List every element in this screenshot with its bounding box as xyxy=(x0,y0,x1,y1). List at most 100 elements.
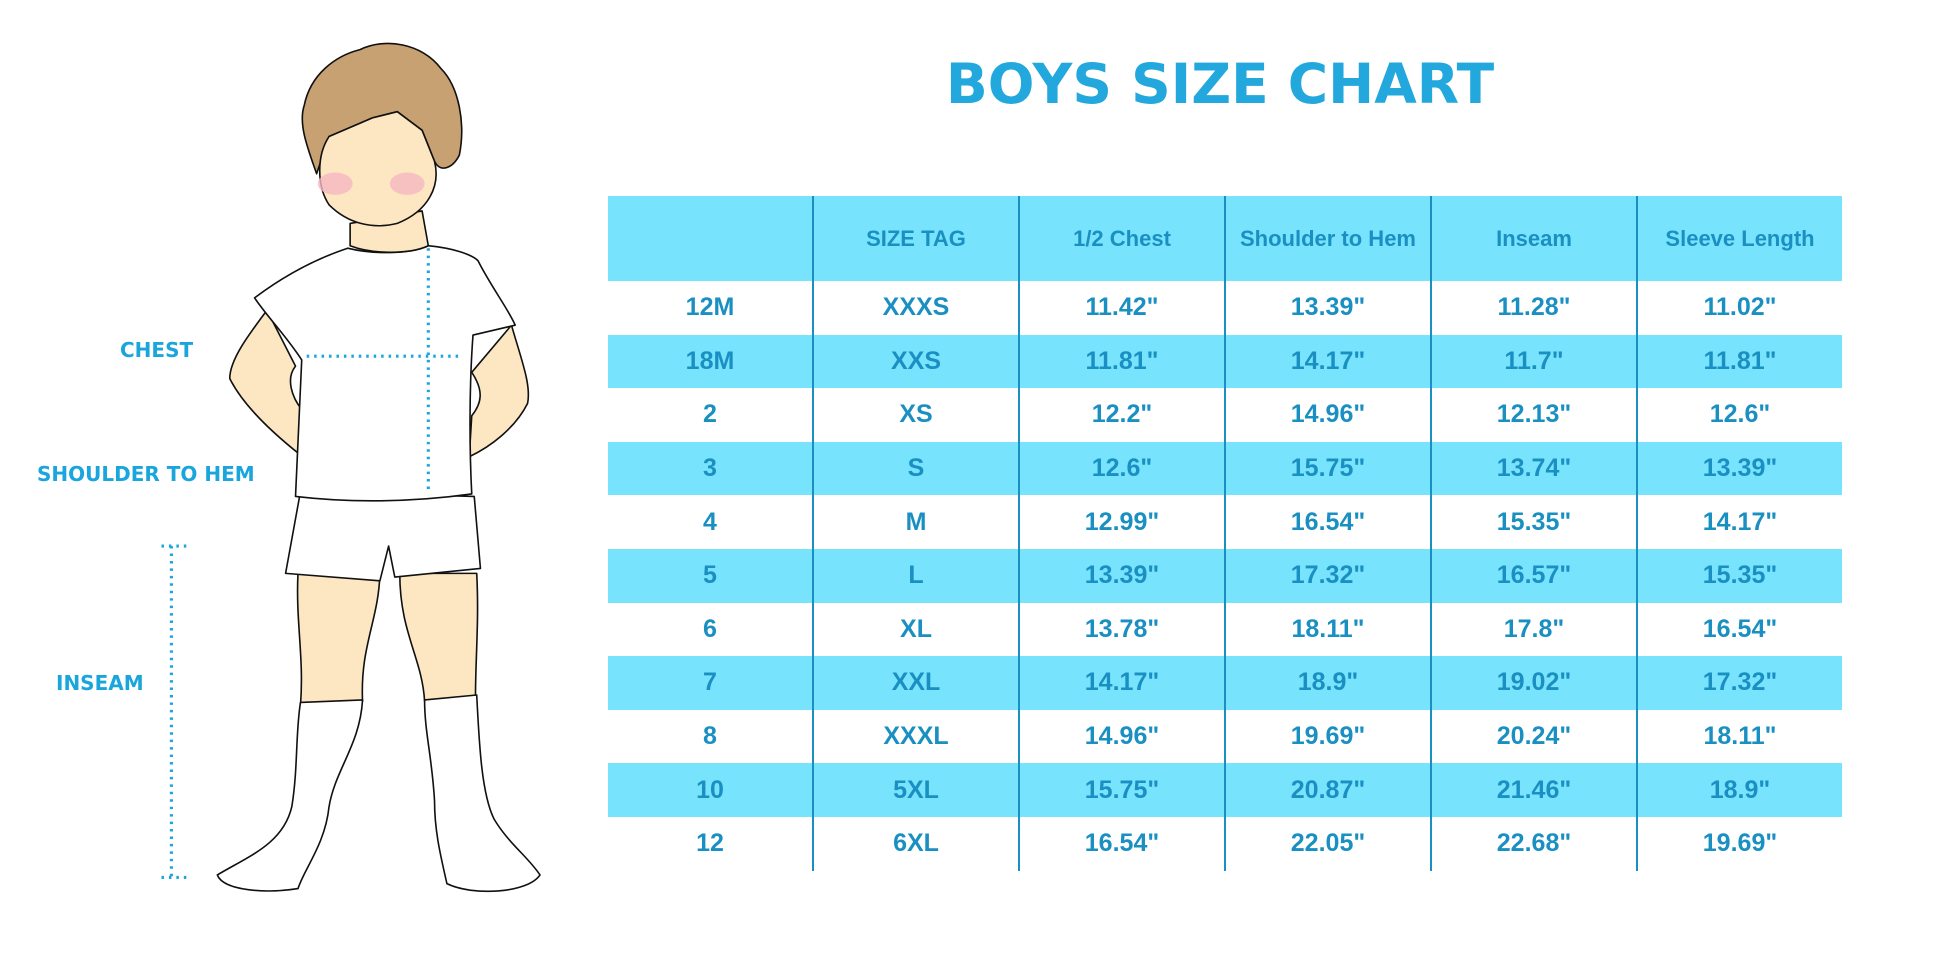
cell-shoulder-to-hem: 16.54" xyxy=(1224,495,1431,549)
table-row: 12M XXXS 11.42" 13.39" 11.28" 11.02" xyxy=(608,281,1842,335)
cell-size-tag: 6XL xyxy=(812,816,1019,871)
right-cheek xyxy=(389,172,425,195)
cell-half-chest: 12.99" xyxy=(1018,495,1225,549)
cell-sleeve-length: 11.02" xyxy=(1636,281,1842,335)
cell-size: 8 xyxy=(703,722,717,751)
cell-inseam: 20.24" xyxy=(1430,709,1637,764)
cell-size-tag: M xyxy=(812,495,1019,549)
cell-inseam: 11.7" xyxy=(1430,334,1637,389)
hair xyxy=(301,42,463,175)
cell-sleeve-length: 18.9" xyxy=(1636,763,1842,817)
cell-shoulder-to-hem: 20.87" xyxy=(1224,763,1431,817)
cell-size-tag: XXL xyxy=(812,656,1019,710)
cell-shoulder-to-hem: 15.75" xyxy=(1224,441,1431,496)
cell-half-chest: 14.17" xyxy=(1018,656,1225,710)
cell-size: 18M xyxy=(608,334,813,389)
cell-sleeve-length: 17.32" xyxy=(1636,656,1842,710)
cell-size: 2 xyxy=(703,400,717,429)
cell-shoulder-to-hem: 14.96" xyxy=(1224,388,1431,442)
table-row: 6 XL 13.78" 18.11" 17.8" 16.54" xyxy=(608,602,1842,657)
right-sock xyxy=(423,694,541,893)
cell-shoulder-to-hem: 18.9" xyxy=(1224,656,1431,710)
cell-half-chest: 11.42" xyxy=(1018,281,1225,335)
table-row: 18M XXS 11.81" 14.17" 11.7" 11.81" xyxy=(608,334,1842,389)
cell-inseam: 12.13" xyxy=(1430,388,1637,442)
cell-half-chest: 11.81" xyxy=(1018,334,1225,389)
cell-size: 12M xyxy=(685,293,735,322)
cell-half-chest: 12.6" xyxy=(1018,441,1225,496)
cell-sleeve-length: 14.17" xyxy=(1636,495,1842,549)
face xyxy=(319,110,437,227)
table-row: 12 6XL 16.54" 22.05" 22.68" 19.69" xyxy=(608,816,1842,871)
shoulder-to-hem-label: SHOULDER TO HEM xyxy=(37,462,255,486)
header-size xyxy=(608,196,813,281)
cell-half-chest: 16.54" xyxy=(1018,816,1225,871)
header-inseam: Inseam xyxy=(1430,196,1637,281)
header-shoulder-to-hem: Shoulder to Hem xyxy=(1224,196,1431,281)
right-arm xyxy=(468,324,530,458)
cell-size-tag: XS xyxy=(812,388,1019,442)
cell-inseam: 21.46" xyxy=(1430,763,1637,817)
inseam-label: INSEAM xyxy=(56,671,144,695)
cell-sleeve-length: 18.11" xyxy=(1636,709,1842,764)
header-half-chest: 1/2 Chest xyxy=(1018,196,1225,281)
cell-inseam: 17.8" xyxy=(1430,602,1637,657)
chest-label: CHEST xyxy=(120,338,194,362)
cell-size: 12 xyxy=(696,829,724,858)
table-row: 3 S 12.6" 15.75" 13.74" 13.39" xyxy=(608,441,1842,496)
header-sleeve-length: Sleeve Length xyxy=(1636,196,1842,281)
shorts xyxy=(284,490,482,582)
shirt xyxy=(253,244,516,502)
cell-shoulder-to-hem: 22.05" xyxy=(1224,816,1431,871)
table-header-row: SIZE TAG 1/2 Chest Shoulder to Hem Insea… xyxy=(608,196,1842,281)
cell-inseam: 13.74" xyxy=(1430,441,1637,496)
cell-sleeve-length: 12.6" xyxy=(1636,388,1842,442)
cell-shoulder-to-hem: 19.69" xyxy=(1224,709,1431,764)
table-row: 8 XXXL 14.96" 19.69" 20.24" 18.11" xyxy=(608,709,1842,764)
left-leg xyxy=(296,572,381,706)
left-cheek xyxy=(317,172,353,195)
header-size-tag: SIZE TAG xyxy=(812,196,1019,281)
cell-size: 5 xyxy=(608,548,813,603)
cell-size: 3 xyxy=(608,441,813,496)
table-row: 2 XS 12.2" 14.96" 12.13" 12.6" xyxy=(608,388,1842,442)
left-sock xyxy=(216,699,364,892)
cell-sleeve-length: 13.39" xyxy=(1636,441,1842,496)
cell-size: 6 xyxy=(703,614,717,643)
cell-sleeve-length: 15.35" xyxy=(1636,548,1842,603)
cell-inseam: 16.57" xyxy=(1430,548,1637,603)
cell-inseam: 22.68" xyxy=(1430,816,1637,871)
cell-inseam: 15.35" xyxy=(1430,495,1637,549)
cell-inseam: 11.28" xyxy=(1430,281,1637,335)
cell-size-tag: 5XL xyxy=(812,763,1019,817)
cell-size-tag: XL xyxy=(812,602,1019,657)
boy-illustration xyxy=(161,42,541,893)
cell-size-tag: XXS xyxy=(812,334,1019,389)
cell-half-chest: 15.75" xyxy=(1018,763,1225,817)
cell-shoulder-to-hem: 13.39" xyxy=(1224,281,1431,335)
table-row: 10 5XL 15.75" 20.87" 21.46" 18.9" xyxy=(608,763,1842,817)
cell-half-chest: 13.39" xyxy=(1018,548,1225,603)
cell-size-tag: S xyxy=(812,441,1019,496)
left-arm xyxy=(228,309,303,454)
cell-sleeve-length: 19.69" xyxy=(1636,816,1842,871)
table-row: 7 XXL 14.17" 18.9" 19.02" 17.32" xyxy=(608,656,1842,710)
page-title: BOYS SIZE CHART xyxy=(945,52,1495,116)
cell-shoulder-to-hem: 18.11" xyxy=(1224,602,1431,657)
cell-sleeve-length: 16.54" xyxy=(1636,602,1842,657)
cell-half-chest: 13.78" xyxy=(1018,602,1225,657)
cell-half-chest: 12.2" xyxy=(1018,388,1225,442)
right-leg xyxy=(398,572,479,703)
cell-size-tag: XXXL xyxy=(812,709,1019,764)
table-row: 4 M 12.99" 16.54" 15.35" 14.17" xyxy=(608,495,1842,549)
cell-half-chest: 14.96" xyxy=(1018,709,1225,764)
cell-size: 7 xyxy=(608,656,813,710)
cell-size: 4 xyxy=(703,507,717,536)
size-chart-table: SIZE TAG 1/2 Chest Shoulder to Hem Insea… xyxy=(608,196,1842,871)
cell-shoulder-to-hem: 14.17" xyxy=(1224,334,1431,389)
table-row: 5 L 13.39" 17.32" 16.57" 15.35" xyxy=(608,548,1842,603)
cell-inseam: 19.02" xyxy=(1430,656,1637,710)
cell-size: 10 xyxy=(608,763,813,817)
cell-sleeve-length: 11.81" xyxy=(1636,334,1842,389)
cell-size-tag: XXXS xyxy=(812,281,1019,335)
